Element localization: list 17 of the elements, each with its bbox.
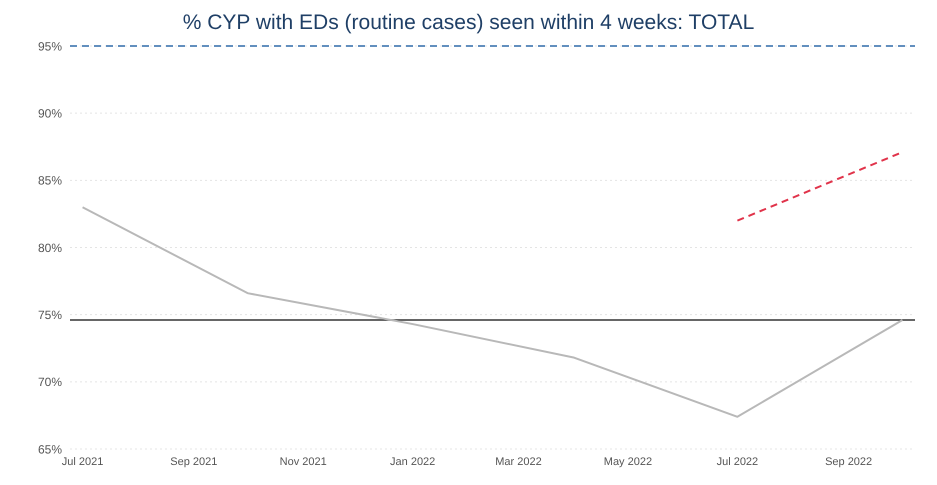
chart-title: % CYP with EDs (routine cases) seen within 4 weeks: TOTAL <box>182 10 756 36</box>
x-tick-label: Mar 2022 <box>495 456 542 468</box>
y-tick-label: 85% <box>38 174 62 188</box>
x-tick-label: Sep 2022 <box>825 456 872 468</box>
y-tick-label: 65% <box>38 442 62 456</box>
x-tick-label: Jan 2022 <box>390 456 436 468</box>
y-tick-label: 70% <box>38 375 62 390</box>
x-tick-label: May 2022 <box>604 456 652 468</box>
y-tick-label: 95% <box>38 39 62 54</box>
line-series <box>82 206 904 418</box>
x-tick-label: Jul 2021 <box>62 456 104 468</box>
x-tick-label: Jul 2022 <box>716 456 758 468</box>
y-tick-label: 75% <box>38 308 62 322</box>
y-tick-label: 90% <box>38 106 62 120</box>
x-tick-label: Nov 2021 <box>280 456 327 468</box>
y-tick-label: 80% <box>38 240 62 255</box>
x-tick-label: Sep 2021 <box>170 456 218 468</box>
